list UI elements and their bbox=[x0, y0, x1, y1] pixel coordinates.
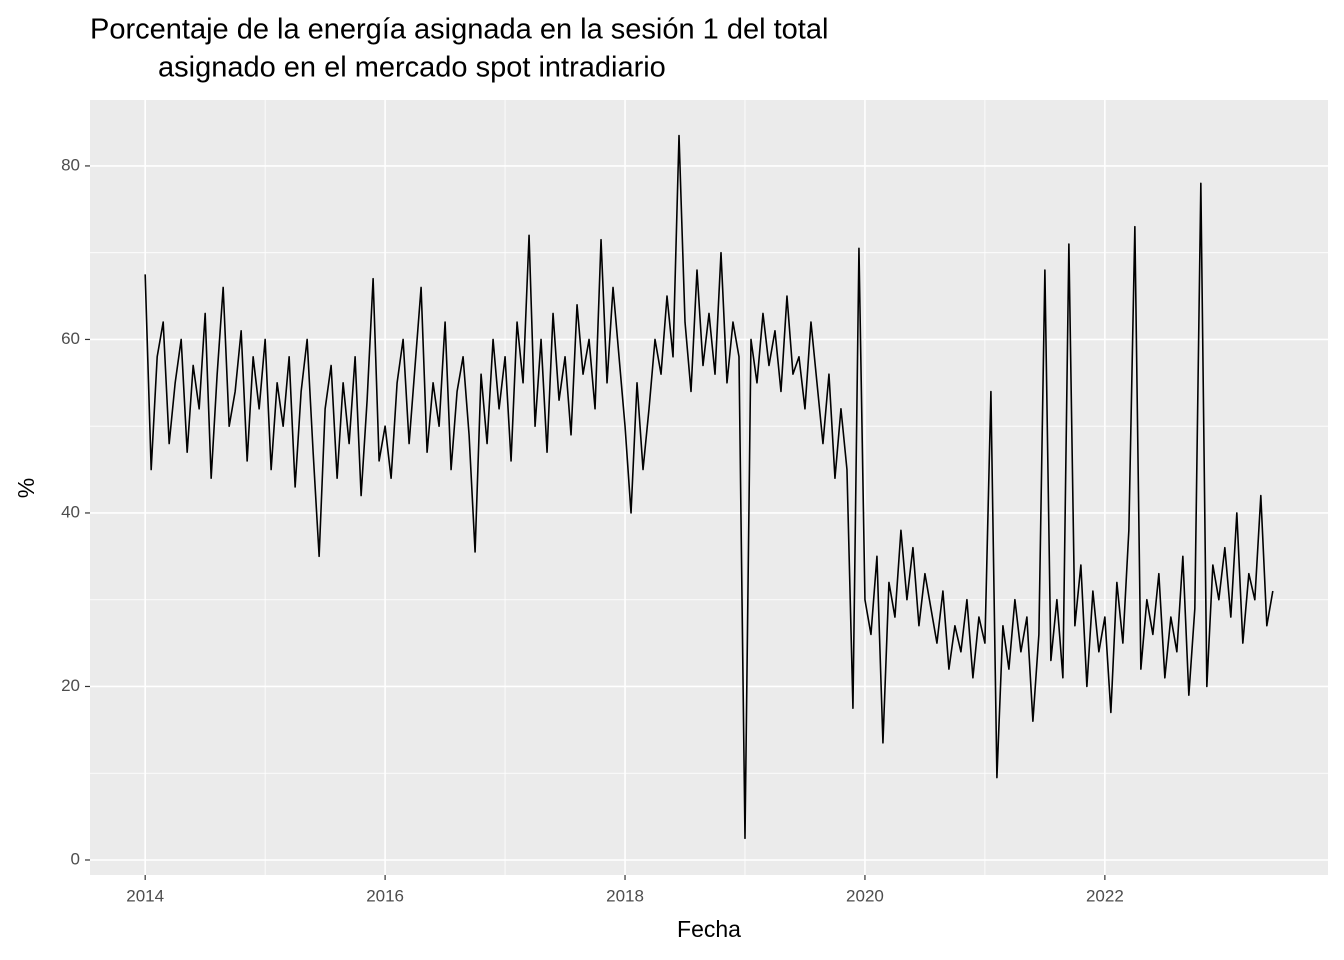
y-tick-label: 60 bbox=[61, 329, 80, 348]
x-tick-label: 2020 bbox=[846, 886, 884, 905]
y-axis-label: % bbox=[13, 478, 39, 498]
x-axis-label: Fecha bbox=[677, 916, 741, 942]
x-tick-label: 2022 bbox=[1086, 886, 1124, 905]
y-tick-label: 20 bbox=[61, 676, 80, 695]
data-line bbox=[144, 134, 1274, 840]
y-tick-label: 0 bbox=[71, 849, 80, 868]
x-tick-label: 2018 bbox=[606, 886, 644, 905]
y-tick-label: 80 bbox=[61, 155, 80, 174]
panel bbox=[90, 100, 1328, 875]
chart-title: Porcentaje de la energía asignada en la … bbox=[90, 14, 828, 46]
y-tick-label: 40 bbox=[61, 502, 80, 521]
x-tick-label: 2014 bbox=[126, 886, 164, 905]
chart-title: asignado en el mercado spot intradiario bbox=[158, 52, 666, 84]
x-tick-label: 2016 bbox=[366, 886, 404, 905]
